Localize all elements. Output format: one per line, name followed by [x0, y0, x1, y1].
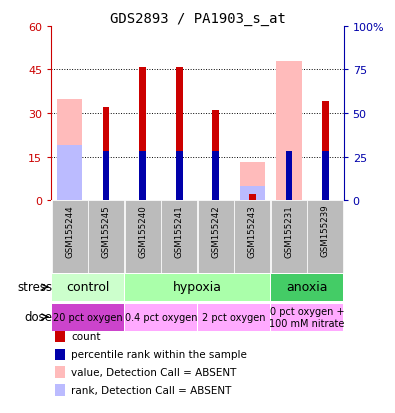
- Bar: [198, 304, 270, 331]
- Title: GDS2893 / PA1903_s_at: GDS2893 / PA1903_s_at: [109, 12, 286, 26]
- Bar: [176, 152, 182, 201]
- Bar: [161, 201, 197, 273]
- Bar: [198, 201, 234, 273]
- Text: 0.4 pct oxygen: 0.4 pct oxygen: [125, 312, 197, 322]
- Text: GSM155240: GSM155240: [138, 204, 147, 257]
- Bar: [271, 304, 343, 331]
- Bar: [52, 304, 124, 331]
- Bar: [239, 163, 265, 201]
- Bar: [88, 201, 124, 273]
- Text: GSM155243: GSM155243: [248, 204, 257, 257]
- Bar: [125, 201, 161, 273]
- Bar: [57, 99, 83, 201]
- Bar: [286, 152, 292, 201]
- Bar: [125, 275, 270, 301]
- Bar: [271, 275, 343, 301]
- Text: percentile rank within the sample: percentile rank within the sample: [71, 349, 247, 359]
- Bar: [307, 201, 343, 273]
- Text: GSM155242: GSM155242: [211, 204, 220, 257]
- Bar: [103, 152, 109, 201]
- Bar: [103, 108, 109, 201]
- Bar: [322, 152, 329, 201]
- Text: GSM155241: GSM155241: [175, 204, 184, 257]
- Bar: [52, 201, 88, 273]
- Text: GSM155239: GSM155239: [321, 204, 330, 257]
- Bar: [276, 62, 302, 201]
- Bar: [234, 201, 270, 273]
- Text: stress: stress: [17, 281, 52, 294]
- Bar: [57, 146, 83, 201]
- Text: value, Detection Call = ABSENT: value, Detection Call = ABSENT: [71, 368, 237, 377]
- Bar: [52, 275, 124, 301]
- Bar: [176, 67, 182, 201]
- Bar: [125, 304, 197, 331]
- Bar: [239, 186, 265, 201]
- Text: GSM155244: GSM155244: [65, 204, 74, 257]
- Text: control: control: [66, 281, 109, 294]
- Bar: [249, 195, 256, 201]
- Bar: [213, 111, 219, 201]
- Bar: [271, 201, 307, 273]
- Text: count: count: [71, 332, 101, 342]
- Text: anoxia: anoxia: [286, 281, 328, 294]
- Text: rank, Detection Call = ABSENT: rank, Detection Call = ABSENT: [71, 385, 231, 395]
- Text: dose: dose: [24, 311, 52, 323]
- Bar: [213, 152, 219, 201]
- Bar: [139, 67, 146, 201]
- Text: 20 pct oxygen: 20 pct oxygen: [53, 312, 123, 322]
- Text: GSM155245: GSM155245: [102, 204, 111, 257]
- Bar: [139, 152, 146, 201]
- Text: 2 pct oxygen: 2 pct oxygen: [202, 312, 266, 322]
- Text: GSM155231: GSM155231: [284, 204, 293, 257]
- Text: 0 pct oxygen +
100 mM nitrate: 0 pct oxygen + 100 mM nitrate: [269, 306, 345, 328]
- Text: hypoxia: hypoxia: [173, 281, 222, 294]
- Bar: [322, 102, 329, 201]
